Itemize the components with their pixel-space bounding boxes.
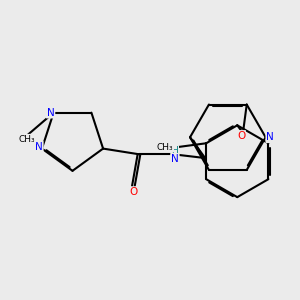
Text: N: N bbox=[171, 154, 179, 164]
Text: CH₃: CH₃ bbox=[157, 142, 173, 152]
Text: N: N bbox=[47, 108, 55, 118]
Text: H: H bbox=[172, 146, 178, 155]
Text: O: O bbox=[237, 131, 245, 141]
Text: CH₃: CH₃ bbox=[19, 135, 35, 144]
Text: N: N bbox=[35, 142, 43, 152]
Text: O: O bbox=[129, 187, 137, 197]
Text: N: N bbox=[266, 132, 274, 142]
